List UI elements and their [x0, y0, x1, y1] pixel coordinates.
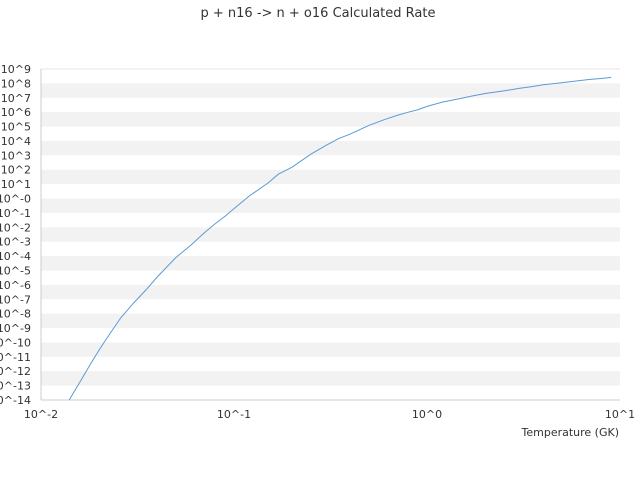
- y-tick-label: 10^-12: [0, 365, 31, 378]
- y-tick-label: 10^3: [1, 149, 31, 162]
- grid-band: [41, 83, 620, 98]
- y-tick-label: 10^-2: [0, 221, 31, 234]
- y-tick-label: 10^-10: [0, 336, 31, 349]
- grid-band: [41, 371, 620, 386]
- y-tick-label: 10^7: [1, 92, 31, 105]
- grid-band: [41, 313, 620, 329]
- y-tick-label: 10^-7: [0, 293, 31, 306]
- y-tick-label: 10^-14: [0, 394, 31, 407]
- grid-band: [41, 284, 620, 300]
- grid-band: [41, 342, 620, 357]
- x-axis-label: Temperature (GK): [521, 426, 620, 439]
- x-tick-label: 10^-2: [24, 408, 58, 421]
- y-tick-label: 10^-13: [0, 380, 31, 393]
- y-tick-label: 10^8: [1, 77, 31, 90]
- y-tick-label: 10^-5: [0, 264, 31, 277]
- grid-band: [41, 227, 620, 242]
- grid-band: [41, 169, 620, 185]
- x-tick-label: 10^-1: [217, 408, 251, 421]
- y-tick-label: 10^2: [1, 164, 31, 177]
- grid-band: [41, 112, 620, 127]
- y-tick-label: 10^6: [1, 106, 31, 119]
- y-tick-label: 10^9: [1, 63, 31, 76]
- grid-band: [41, 198, 620, 213]
- y-tick-label: 10^-0: [0, 193, 31, 206]
- y-tick-label: 10^1: [1, 178, 31, 191]
- y-tick-label: 10^-8: [0, 308, 31, 321]
- x-axis-ticks: 10^-2 10^-1 10^0 10^1: [24, 408, 635, 421]
- grid-band: [41, 256, 620, 271]
- y-tick-label: 10^5: [1, 121, 31, 134]
- grid-band: [41, 140, 620, 156]
- chart-title: p + n16 -> n + o16 Calculated Rate: [201, 6, 436, 21]
- series-line-rate: [68, 76, 612, 401]
- x-tick-label: 10^0: [412, 408, 442, 421]
- y-tick-label: 10^-9: [0, 322, 31, 335]
- x-tick-label: 10^1: [605, 408, 635, 421]
- y-tick-label: 10^-3: [0, 236, 31, 249]
- grid-bands: [41, 68, 620, 386]
- y-tick-label: 10^-6: [0, 279, 31, 292]
- y-tick-label: 10^-11: [0, 351, 31, 364]
- y-tick-label: 10^4: [1, 135, 31, 148]
- y-axis-ticks: 10^-1410^-13 10^-1210^-11 10^-1010^-910^-8…: [0, 63, 31, 407]
- y-tick-label: 10^-1: [0, 207, 31, 220]
- y-tick-label: 10^-4: [0, 250, 31, 263]
